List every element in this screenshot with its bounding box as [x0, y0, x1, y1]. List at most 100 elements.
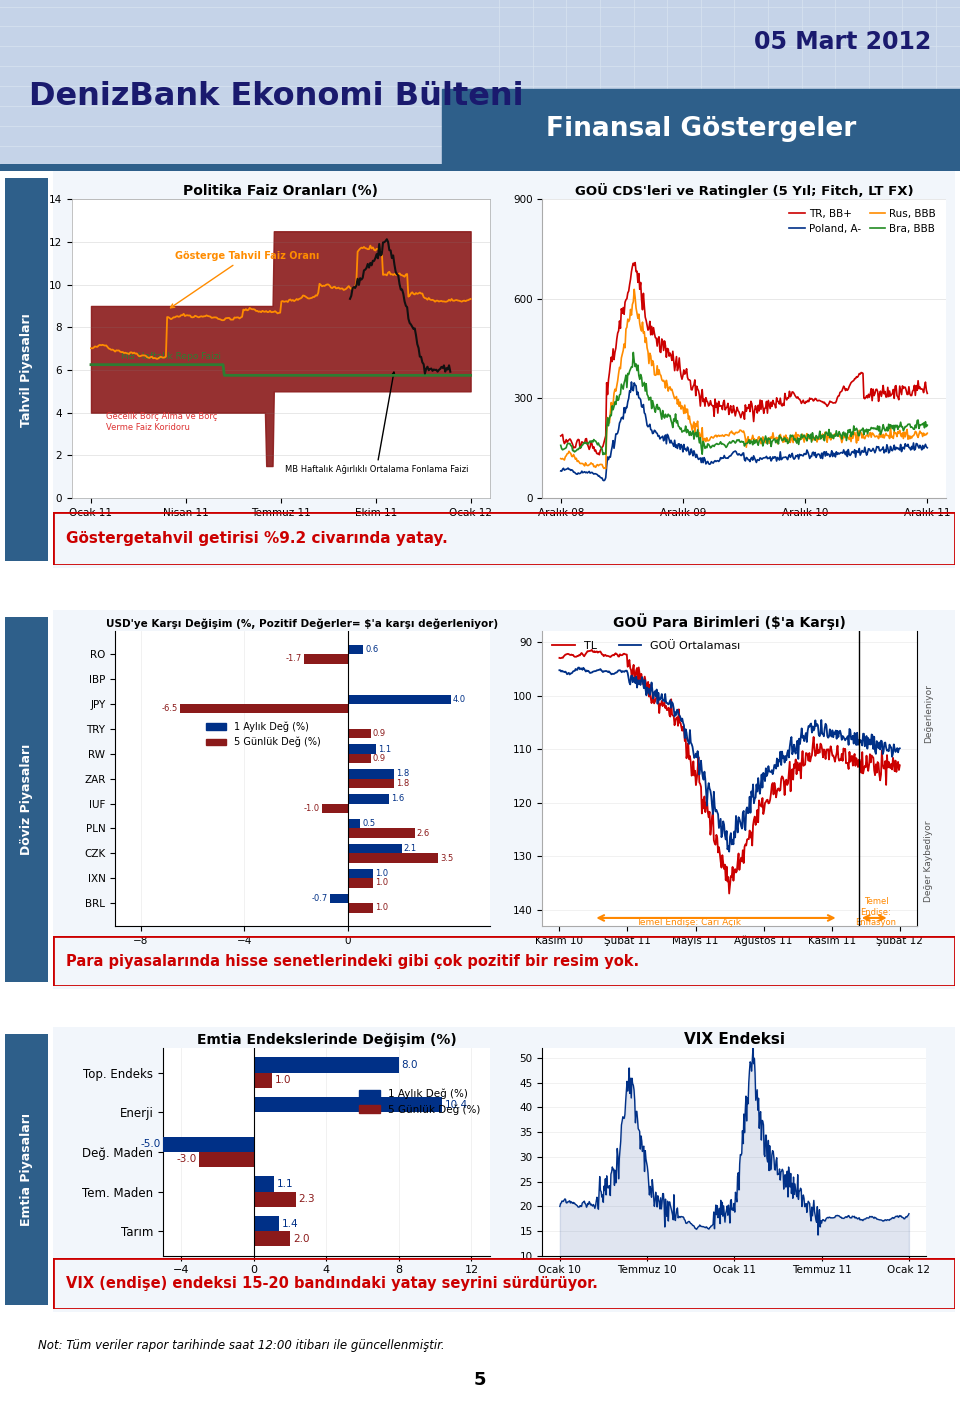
Text: 0.9: 0.9 — [372, 753, 386, 763]
Text: 1.8: 1.8 — [396, 769, 409, 779]
Rus, BBB — [599, 459, 611, 476]
Bar — [253, 1191, 296, 1207]
Text: VIX (endişe) endeksi 15-20 bandındaki yatay seyrini sürdürüyor.: VIX (endişe) endeksi 15-20 bandındaki ya… — [66, 1277, 598, 1291]
Bar — [348, 868, 373, 878]
Bar — [180, 704, 348, 714]
TR, BB+ — [676, 370, 687, 387]
GOÜ Ortalaması — [554, 662, 565, 679]
Bra, BBB — [628, 344, 639, 361]
TL — [586, 641, 597, 658]
GOÜ Ortalaması — [595, 662, 607, 679]
Text: Değer Kaybediyor: Değer Kaybediyor — [924, 821, 933, 902]
TL — [595, 644, 607, 661]
Legend: TR, BB+, Poland, A-, Rus, BBB, Bra, BBB: TR, BB+, Poland, A-, Rus, BBB, Bra, BBB — [785, 205, 941, 239]
Bar — [163, 1136, 253, 1152]
Text: 5: 5 — [473, 1371, 487, 1389]
Text: 1.4: 1.4 — [282, 1219, 299, 1229]
Line: Bra, BBB: Bra, BBB — [561, 352, 927, 455]
Title: Politika Faiz Oranları (%): Politika Faiz Oranları (%) — [183, 184, 378, 198]
TR, BB+ — [824, 396, 835, 412]
Text: -6.5: -6.5 — [161, 704, 178, 713]
Bar — [348, 753, 371, 763]
GOÜ Ortalaması — [665, 700, 677, 717]
Line: TR, BB+: TR, BB+ — [561, 262, 927, 455]
Bar — [253, 1216, 279, 1232]
Text: Değerleniyor: Değerleniyor — [924, 685, 933, 744]
Poland, A- — [555, 463, 566, 480]
Text: 1.1: 1.1 — [276, 1179, 293, 1188]
Text: -1.7: -1.7 — [285, 654, 301, 664]
Bar — [200, 1152, 253, 1167]
TR, BB+ — [787, 384, 799, 401]
Bar — [253, 1058, 399, 1072]
Title: GOÜ CDS'leri ve Ratingler (5 Yıl; Fitch, LT FX): GOÜ CDS'leri ve Ratingler (5 Yıl; Fitch,… — [575, 182, 913, 198]
Rus, BBB — [822, 434, 833, 450]
Poland, A- — [676, 438, 687, 455]
Poland, A- — [702, 453, 713, 470]
Line: Rus, BBB: Rus, BBB — [561, 289, 927, 469]
TL — [770, 779, 781, 796]
Bar — [348, 745, 376, 753]
Text: 0.9: 0.9 — [372, 730, 386, 738]
GOÜ Ortalaması — [801, 734, 812, 751]
Bra, BBB — [824, 421, 835, 438]
Rus, BBB — [676, 397, 687, 414]
Legend: 1 Aylık Değ (%), 5 Günlük Değ (%): 1 Aylık Değ (%), 5 Günlük Değ (%) — [354, 1085, 485, 1120]
Poland, A- — [626, 373, 637, 390]
Text: Not: Tüm veriler rapor tarihinde saat 12:00 itibarı ile güncellenmiştir.: Not: Tüm veriler rapor tarihinde saat 12… — [38, 1338, 445, 1352]
Rus, BBB — [629, 281, 640, 297]
Bra, BBB — [822, 425, 833, 442]
GOÜ Ortalaması — [689, 748, 701, 765]
GOÜ Ortalaması — [573, 659, 585, 676]
Bra, BBB — [676, 424, 687, 441]
Text: 05 Mart 2012: 05 Mart 2012 — [754, 29, 931, 53]
Line: TL: TL — [560, 650, 900, 894]
Text: Göstergetahvil getirisi %9.2 civarında yatay.: Göstergetahvil getirisi %9.2 civarında y… — [66, 532, 448, 546]
Text: Gösterge Tahvil Faiz Oranı: Gösterge Tahvil Faiz Oranı — [171, 251, 319, 307]
Bar — [303, 654, 348, 664]
Text: Temel
Endişe:
Enflasyon: Temel Endişe: Enflasyon — [855, 897, 897, 927]
Text: 8.0: 8.0 — [401, 1061, 419, 1070]
Legend: TL, GOÜ Ortalaması: TL, GOÜ Ortalaması — [548, 637, 745, 655]
Bar — [348, 878, 373, 888]
Poland, A- — [600, 469, 612, 485]
Line: Poland, A-: Poland, A- — [561, 382, 927, 481]
TL — [803, 752, 814, 769]
Bar — [348, 794, 389, 804]
TL — [801, 745, 812, 762]
Text: Finansal Göstergeler: Finansal Göstergeler — [545, 116, 856, 142]
Text: Döviz Piyasaları: Döviz Piyasaları — [20, 744, 33, 856]
Text: -0.7: -0.7 — [311, 894, 327, 904]
Bra, BBB — [597, 446, 609, 463]
Bar — [253, 1177, 274, 1191]
Text: 1.0: 1.0 — [375, 868, 389, 878]
Bar — [253, 1072, 272, 1087]
TR, BB+ — [600, 428, 612, 445]
TR, BB+ — [555, 428, 566, 445]
Text: -3.0: -3.0 — [177, 1155, 197, 1164]
Bar — [348, 694, 451, 704]
Bar — [348, 828, 415, 838]
TR, BB+ — [702, 394, 713, 411]
GOÜ Ortalaması — [894, 739, 905, 756]
Bra, BBB — [702, 435, 713, 452]
TR, BB+ — [922, 384, 933, 401]
Text: MB Haftalık Ağırlıklı Ortalama Fonlama Faizi: MB Haftalık Ağırlıklı Ortalama Fonlama F… — [284, 372, 468, 474]
Bra, BBB — [922, 417, 933, 434]
Bar — [348, 904, 373, 912]
Text: 0.6: 0.6 — [365, 645, 378, 654]
Title: GOÜ Para Birimleri ($'a Karşı): GOÜ Para Birimleri ($'a Karşı) — [613, 613, 846, 630]
Text: 4.0: 4.0 — [453, 694, 466, 704]
Title: USD'ye Karşı Değişim (%, Pozitif Değerler= $'a karşı değerleniyor): USD'ye Karşı Değişim (%, Pozitif Değerle… — [107, 619, 498, 629]
Bar — [329, 894, 348, 904]
Text: 2.0: 2.0 — [293, 1233, 309, 1243]
Text: Gecelik Borç Alma ve Borç
Verme Faiz Koridoru: Gecelik Borç Alma ve Borç Verme Faiz Kor… — [107, 412, 218, 432]
Title: VIX Endeksi: VIX Endeksi — [684, 1031, 785, 1047]
GOÜ Ortalaması — [803, 718, 814, 735]
Text: 1.0: 1.0 — [375, 904, 389, 912]
Text: 10.4: 10.4 — [445, 1100, 468, 1110]
Text: 2.3: 2.3 — [299, 1194, 315, 1204]
TL — [665, 690, 677, 707]
Text: -1.0: -1.0 — [303, 804, 320, 812]
Bar — [348, 819, 361, 828]
